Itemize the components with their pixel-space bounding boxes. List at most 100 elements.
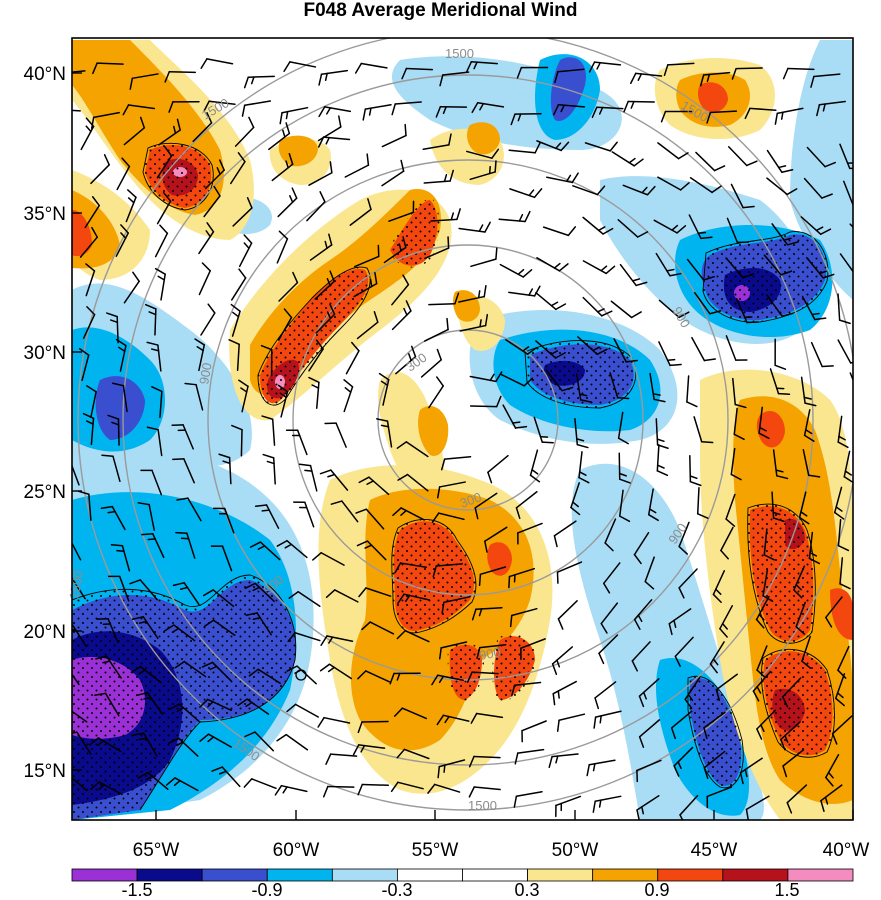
wind-barb-shaft <box>653 219 678 234</box>
wind-barb-flag <box>397 593 405 605</box>
wind-barb-shaft <box>617 219 639 238</box>
wind-barb-shaft <box>391 310 412 331</box>
wind-barb-shaft <box>679 794 699 816</box>
y-axis-labels: 40°N 35°N 30°N 25°N 20°N 15°N <box>24 64 66 782</box>
wind-barb-flag <box>514 425 528 429</box>
wind-barb-flag <box>756 686 762 694</box>
wind-barb-flag <box>394 562 402 574</box>
wind-barb-flag <box>494 160 497 173</box>
wind-barb-flag <box>57 110 60 116</box>
wind-barb-shaft <box>148 503 155 531</box>
wind-barb-flag <box>795 626 806 635</box>
wind-barb-shaft <box>159 390 163 419</box>
wind-barb-flag <box>325 589 336 599</box>
wind-barb-shaft <box>72 464 80 486</box>
wind-barb-flag <box>285 160 289 169</box>
wind-barb-shaft <box>420 359 442 378</box>
wind-barb-shaft <box>395 355 417 375</box>
wind-barb-flag <box>602 582 611 594</box>
wind-barb-shaft <box>725 335 737 361</box>
wind-barb-flag <box>646 185 656 196</box>
wind-barb-flag <box>56 707 65 713</box>
wind-barb-flag <box>760 724 765 733</box>
wind-barb-shaft <box>280 784 308 793</box>
wind-barb-flag <box>781 169 794 173</box>
wind-barb-flag <box>772 517 785 523</box>
wind-barb-shaft <box>151 469 163 496</box>
wind-barb-flag <box>454 292 460 305</box>
wind-barb-flag <box>279 112 283 125</box>
wind-barb-flag <box>798 516 810 525</box>
wind-barb-flag <box>90 781 100 791</box>
wind-barb-shaft <box>611 151 635 167</box>
wind-barb-shaft <box>82 313 96 339</box>
wind-barb-shaft <box>735 67 763 70</box>
wind-barb-flag <box>121 157 131 168</box>
wind-barb-shaft <box>424 328 449 342</box>
wind-barb-flag <box>630 72 637 85</box>
wind-barb-flag <box>725 518 736 527</box>
wind-barb-shaft <box>238 242 253 268</box>
wind-barb-flag <box>592 762 596 772</box>
wind-barb-flag <box>427 783 436 794</box>
wind-barb-flag <box>642 691 647 700</box>
wind-barb-flag <box>179 586 189 590</box>
wind-barb-shaft <box>555 795 582 807</box>
wind-barb-flag <box>58 537 69 538</box>
wind-barb-flag <box>625 359 638 363</box>
wind-barb-flag <box>328 233 333 246</box>
wind-barb-flag <box>731 67 737 80</box>
wind-barb-shaft <box>156 155 173 179</box>
wind-barb-shaft <box>92 111 120 119</box>
wind-barb-shaft <box>730 447 736 476</box>
wind-barb-flag <box>196 345 204 352</box>
wind-barb-shaft <box>627 100 655 103</box>
wind-barb-shaft <box>678 521 690 548</box>
wind-barb-shaft <box>553 520 577 537</box>
wind-barb-shaft <box>756 709 776 730</box>
wind-barb-flag <box>804 429 813 435</box>
wind-barb-flag <box>115 338 127 347</box>
wind-barb-flag <box>635 281 648 287</box>
wind-barb-flag <box>203 619 215 628</box>
wind-barb-shaft <box>521 720 547 732</box>
wind-barb-flag <box>218 770 227 775</box>
wind-barb-flag <box>143 696 152 700</box>
wind-barb-flag <box>85 125 92 133</box>
wind-barb-shaft <box>105 655 122 679</box>
wind-barb-shaft <box>360 62 388 69</box>
wind-barb-flag <box>518 213 524 222</box>
y-tick-20n: 20°N <box>24 622 66 643</box>
wind-barb-flag <box>401 67 408 80</box>
wind-barb-flag <box>318 73 323 86</box>
wind-barb-shaft <box>715 673 738 691</box>
wind-barb-flag <box>837 669 847 679</box>
wind-barb-flag <box>91 226 98 238</box>
wind-barb-flag <box>456 208 461 221</box>
wind-barb-flag <box>837 441 849 449</box>
wind-barb-flag <box>438 675 445 684</box>
wind-barb-flag <box>202 589 214 597</box>
wind-barb-flag <box>72 731 78 734</box>
wind-barb-flag <box>165 777 176 786</box>
wind-barb-flag <box>237 152 246 163</box>
wind-barb-flag <box>673 765 680 777</box>
wind-barb-flag <box>437 765 441 779</box>
wind-barb-shaft <box>557 68 585 73</box>
wind-barb-flag <box>696 513 709 519</box>
wind-barb-flag <box>578 471 587 476</box>
wind-barb-flag <box>402 236 407 249</box>
wind-barb-flag <box>442 106 447 115</box>
wind-barb-flag <box>64 542 71 543</box>
wind-barb-shaft <box>345 350 360 375</box>
wind-barb-flag <box>715 588 722 595</box>
wind-barb-flag <box>261 509 270 512</box>
wind-barb-flag <box>392 507 402 517</box>
wind-barb-flag <box>164 71 171 83</box>
wind-barb-flag <box>586 763 590 777</box>
wind-barb-shaft <box>296 429 308 456</box>
wind-barb-shaft <box>206 698 233 712</box>
wind-barb-shaft <box>458 227 486 233</box>
wind-barb-shaft <box>329 753 358 757</box>
wind-barb-flag <box>85 117 95 128</box>
